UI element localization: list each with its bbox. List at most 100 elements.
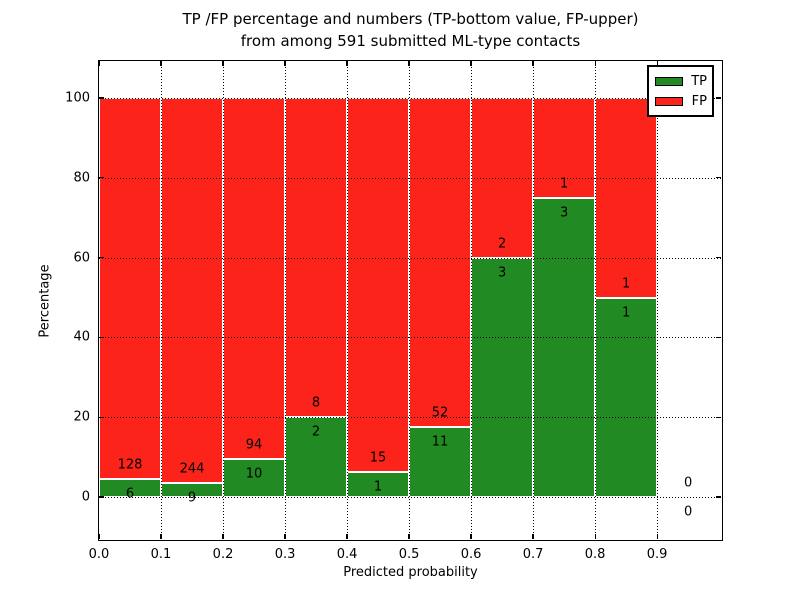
y-tick-mark [99, 256, 104, 259]
x-tick-mark [470, 534, 472, 539]
fp-legend-swatch [655, 96, 683, 106]
bar-tp-segment [533, 197, 596, 498]
tp-count-label: 11 [431, 434, 449, 450]
plot-inner: 0.0 0.1 0.2 0.3 0.4 0.5 0.6 0.7 0.8 0.9 0 20 40 60 80 1… [38, 61, 722, 580]
bar-fp-segment [409, 97, 472, 428]
x-tick-mark [346, 534, 348, 539]
y-tick-label: 0 [81, 489, 90, 505]
legend-item-fp: FP [655, 91, 707, 111]
fp-count-label: 94 [245, 437, 263, 453]
bar-tp-segment [595, 297, 658, 498]
tp-count-label: 3 [559, 205, 569, 221]
y-tick-mark [99, 416, 104, 418]
chart-title: TP /FP percentage and numbers (TP-bottom… [98, 8, 723, 52]
x-tick-mark [160, 534, 162, 539]
fp-count-label: 2 [497, 236, 507, 252]
chart-title-line2: from among 591 submitted ML-type contact… [240, 32, 581, 50]
fp-count-label: 52 [431, 405, 449, 421]
v-gridline [223, 61, 225, 540]
x-tick-mark-top [656, 61, 658, 66]
bar-tp-segment [285, 417, 348, 498]
fp-count-label: 128 [117, 457, 143, 473]
x-tick-label: 0.3 [274, 547, 296, 562]
y-tick-mark [99, 97, 104, 99]
fp-count-label: 0 [683, 475, 693, 491]
x-tick-label: 0.4 [336, 547, 358, 562]
h-gridline [99, 417, 722, 419]
tp-count-label: 1 [373, 479, 383, 495]
x-tick-mark [98, 534, 100, 539]
grid-layer [99, 61, 722, 540]
v-gridline [285, 61, 287, 540]
h-gridline [99, 177, 722, 179]
plot-area: 0.0 0.1 0.2 0.3 0.4 0.5 0.6 0.7 0.8 0.9 0 20 40 60 80 1… [38, 60, 723, 580]
v-gridline [657, 61, 659, 540]
y-tick-mark-right [716, 336, 721, 338]
bar-fp-segment [347, 97, 410, 473]
x-tick-label: 0.7 [522, 547, 544, 562]
y-tick-mark-right [716, 416, 721, 418]
y-tick-label: 40 [73, 329, 90, 345]
v-gridline [595, 61, 597, 540]
x-tick-mark [656, 534, 658, 539]
y-tick-mark-right [716, 496, 721, 498]
h-gridline [99, 337, 722, 339]
x-tick-mark-top [470, 61, 472, 66]
y-axis-label: Percentage [37, 263, 53, 338]
fp-count-label: 244 [179, 461, 205, 477]
x-tick-mark [222, 534, 224, 539]
x-tick-mark [408, 534, 410, 539]
y-tick-mark-right [716, 256, 721, 259]
bar-fp-segment [533, 97, 596, 198]
tp-count-label: 6 [125, 486, 135, 502]
y-tick-label: 80 [73, 170, 90, 186]
x-tick-mark-top [160, 61, 162, 66]
ticks-layer: 0.0 0.1 0.2 0.3 0.4 0.5 0.6 0.7 0.8 0.9 0 20 40 60 80 1… [65, 61, 722, 562]
h-gridline [99, 497, 722, 499]
x-tick-mark-top [222, 61, 224, 66]
y-tick-mark-right [716, 97, 721, 99]
x-tick-label: 0.5 [398, 547, 420, 562]
x-tick-label: 0.8 [584, 547, 606, 562]
bar-labels-layer: 128 6 244 9 94 10 8 2 15 1 52 11 2 3 1 3 1 1 0 0 [99, 61, 722, 540]
x-tick-mark-top [408, 61, 410, 66]
fp-count-label: 1 [621, 276, 631, 291]
bar-tp-segment [99, 479, 161, 498]
x-tick-mark-top [346, 61, 348, 66]
v-gridline [161, 61, 162, 540]
tp-count-label: 9 [187, 490, 197, 506]
x-tick-label: 0.0 [88, 547, 110, 562]
v-gridline [533, 61, 535, 540]
x-tick-label: 0.9 [646, 547, 668, 562]
bars-layer [99, 61, 722, 540]
x-tick-mark [594, 534, 596, 539]
tp-count-label: 3 [497, 265, 507, 281]
x-axis-label: Predicted probability [343, 565, 478, 580]
tp-count-label: 1 [621, 305, 631, 320]
fp-count-label: 1 [559, 176, 569, 192]
bar-fp-segment [595, 97, 658, 298]
v-gridline [409, 61, 411, 540]
bar-fp-segment [161, 97, 223, 483]
x-tick-mark-top [284, 61, 286, 66]
legend: TP FP [647, 65, 714, 117]
bar-fp-segment [99, 97, 161, 480]
y-tick-label: 100 [65, 90, 90, 106]
x-tick-mark-top [98, 61, 100, 66]
x-tick-label: 0.1 [150, 547, 172, 562]
bar-tp-segment [347, 472, 410, 498]
fp-count-label: 15 [369, 450, 387, 466]
x-tick-mark-top [532, 61, 534, 66]
y-tick-mark [99, 177, 104, 179]
tp-count-label: 2 [311, 424, 321, 440]
bar-tp-segment [223, 458, 286, 498]
fp-legend-label: FP [691, 93, 707, 109]
v-gridline [471, 61, 473, 540]
v-gridline [347, 61, 349, 540]
x-tick-mark-top [594, 61, 596, 66]
x-tick-label: 0.6 [460, 547, 482, 562]
x-tick-label: 0.2 [212, 547, 234, 562]
y-tick-label: 20 [73, 409, 90, 425]
h-gridline [99, 97, 722, 99]
